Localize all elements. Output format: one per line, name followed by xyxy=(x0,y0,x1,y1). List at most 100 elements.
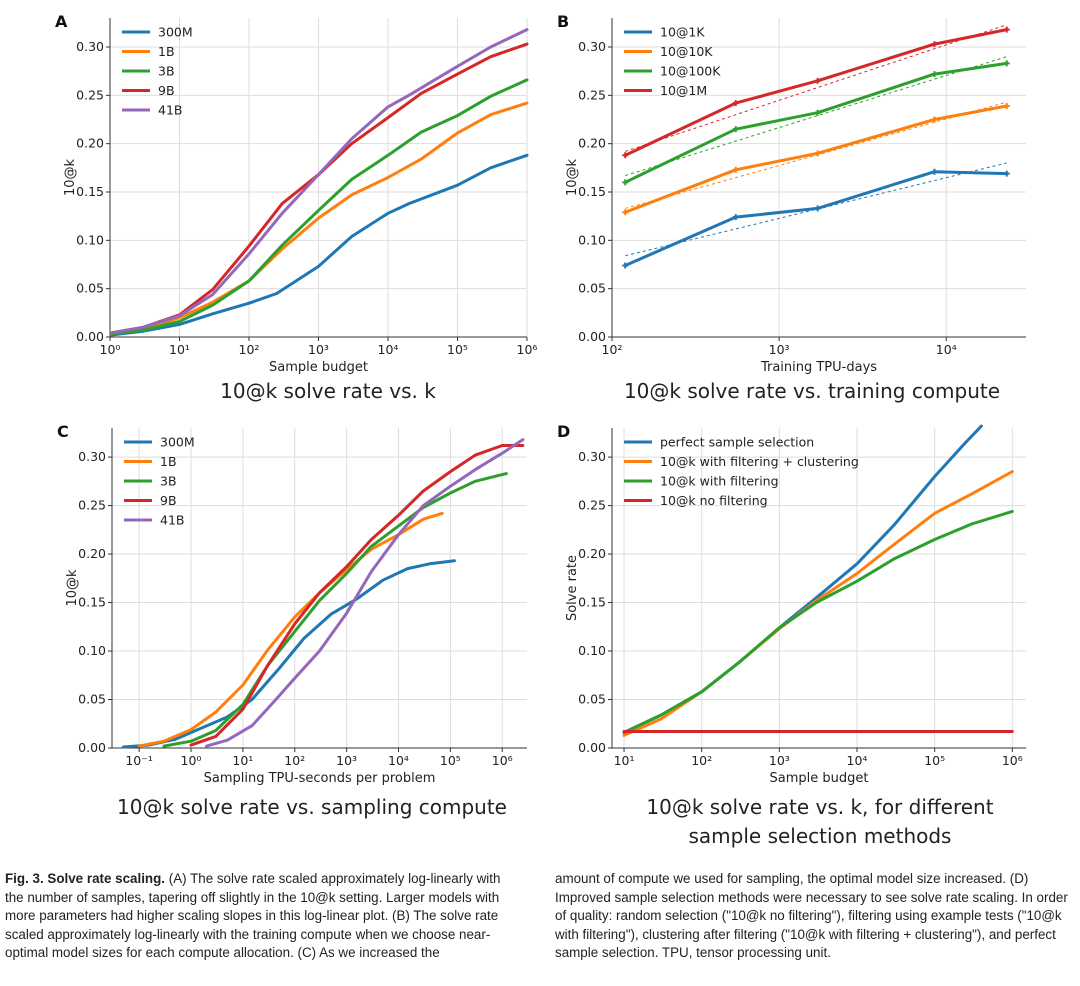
legend-label: 10@k no filtering xyxy=(660,493,768,508)
caption-right-text: amount of compute we used for sampling, … xyxy=(555,871,1068,961)
panel-letter: D xyxy=(557,422,570,441)
y-tick-label: 0.25 xyxy=(78,498,106,513)
data-marker xyxy=(1003,102,1010,109)
y-tick-label: 0.05 xyxy=(78,692,106,707)
legend-label: 41B xyxy=(158,103,182,118)
x-tick-label: 10³ xyxy=(308,342,329,357)
legend: perfect sample selection 10@k with filter… xyxy=(624,435,859,508)
legend-label: 9B xyxy=(160,493,177,508)
data-marker xyxy=(622,209,629,216)
panel-title: 10@k solve rate vs. sampling compute xyxy=(117,795,507,819)
data-marker xyxy=(814,150,821,157)
legend-label: 3B xyxy=(158,64,175,79)
legend-label: 10@1K xyxy=(660,25,705,40)
y-tick-label: 0.15 xyxy=(578,184,606,199)
x-tick-label: 10⁶ xyxy=(517,342,538,357)
panel-letter: C xyxy=(57,422,69,441)
y-tick-label: 0.20 xyxy=(76,136,104,151)
legend-label: 10@10K xyxy=(660,44,713,59)
caption-left: Fig. 3. Solve rate scaling. (A) The solv… xyxy=(5,870,505,963)
x-tick-label: 10⁻¹ xyxy=(125,753,153,768)
x-tick-label: 10⁵ xyxy=(924,753,945,768)
x-tick-label: 10⁴ xyxy=(388,753,409,768)
y-tick-label: 0.05 xyxy=(578,692,606,707)
y-axis-label: Solve rate xyxy=(565,555,580,621)
x-tick-label: 10³ xyxy=(769,342,790,357)
legend: 10@1K 10@10K 10@100K 10@1M xyxy=(624,25,721,98)
series-line xyxy=(189,444,525,747)
y-tick-label: 0.10 xyxy=(578,232,606,247)
x-tick-label: 10² xyxy=(239,342,260,357)
panel-title: 10@k solve rate vs. k, for different xyxy=(646,795,993,819)
series-line xyxy=(622,509,1014,734)
y-tick-label: 0.05 xyxy=(578,281,606,296)
series-line xyxy=(622,424,983,734)
x-tick-label: 10³ xyxy=(769,753,790,768)
fit-line xyxy=(625,101,1007,209)
legend-label: 300M xyxy=(160,435,195,450)
panel-a: 10⁰ 10¹ 10² 10³ 10⁴ 10⁵ 10⁶ 0.00 0.05 0.10 0.15 0.2… xyxy=(55,12,537,403)
x-tick-label: 10⁴ xyxy=(936,342,957,357)
y-tick-label: 0.30 xyxy=(578,39,606,54)
series-line xyxy=(205,438,525,748)
caption-left-text: (A) The solve rate scaled approximately … xyxy=(5,871,501,961)
y-tick-label: 0.30 xyxy=(578,449,606,464)
y-tick-label: 0.15 xyxy=(578,595,606,610)
y-tick-label: 0.10 xyxy=(578,643,606,658)
legend-label: perfect sample selection xyxy=(660,435,814,450)
data-marker xyxy=(1003,170,1010,177)
series-line xyxy=(110,153,529,337)
caption-figure-label: Fig. 3. Solve rate scaling. xyxy=(5,871,166,886)
data-marker xyxy=(931,71,938,78)
legend: 300M 1B 3B 9B 41B xyxy=(124,435,195,528)
series-line xyxy=(110,28,529,335)
legend-label: 10@100K xyxy=(660,64,721,79)
data-marker xyxy=(814,77,821,84)
x-axis-label: Sampling TPU-seconds per problem xyxy=(204,771,436,786)
y-tick-label: 0.00 xyxy=(578,329,606,344)
panel-title: 10@k solve rate vs. k xyxy=(220,379,436,403)
figure-canvas: 10⁰ 10¹ 10² 10³ 10⁴ 10⁵ 10⁶ 0.00 0.05 0.10 0.15 0.2… xyxy=(55,12,1026,848)
x-tick-label: 10⁶ xyxy=(1002,753,1023,768)
fit-line xyxy=(625,24,1007,152)
y-tick-label: 0.05 xyxy=(76,281,104,296)
data-marker xyxy=(814,109,821,116)
y-tick-label: 0.00 xyxy=(76,329,104,344)
y-tick-label: 0.20 xyxy=(578,546,606,561)
y-tick-label: 0.20 xyxy=(78,546,106,561)
data-marker xyxy=(931,168,938,175)
y-axis-label: 10@k xyxy=(63,158,78,196)
data-marker xyxy=(732,166,739,173)
legend-label: 10@1M xyxy=(660,83,707,98)
x-tick-label: 10¹ xyxy=(614,753,635,768)
data-marker xyxy=(732,100,739,107)
series-line xyxy=(162,472,508,748)
y-tick-label: 0.10 xyxy=(76,232,104,247)
data-marker xyxy=(622,152,629,159)
x-tick-label: 10⁵ xyxy=(447,342,468,357)
legend-label: 41B xyxy=(160,513,184,528)
legend-label: 3B xyxy=(160,474,177,489)
x-tick-label: 10² xyxy=(602,342,623,357)
x-axis-label: Sample budget xyxy=(269,360,368,375)
panel-title: sample selection methods xyxy=(689,824,952,848)
y-tick-label: 0.15 xyxy=(78,595,106,610)
data-marker xyxy=(931,41,938,48)
legend-label: 10@k with filtering + clustering xyxy=(660,454,859,469)
legend-label: 10@k with filtering xyxy=(660,474,779,489)
fit-line xyxy=(625,56,1007,177)
y-tick-label: 0.25 xyxy=(578,498,606,513)
series-line xyxy=(623,104,1009,214)
panel-b: 10² 10³ 10⁴ 0.00 0.05 0.10 0.15 0.20 0.25 0.30 Tra… xyxy=(557,12,1026,403)
data-marker xyxy=(814,205,821,212)
x-tick-label: 10² xyxy=(284,753,305,768)
x-tick-label: 10³ xyxy=(336,753,357,768)
x-tick-label: 10¹ xyxy=(169,342,190,357)
y-tick-label: 0.25 xyxy=(578,87,606,102)
y-tick-label: 0.20 xyxy=(578,136,606,151)
x-tick-label: 10⁶ xyxy=(492,753,513,768)
panel-title: 10@k solve rate vs. training compute xyxy=(624,379,1000,403)
data-marker xyxy=(622,179,629,186)
y-tick-label: 0.10 xyxy=(78,643,106,658)
panel-c: 10⁻¹ 10⁰ 10¹ 10² 10³ 10⁴ 10⁵ 10⁶ 0.00 0.05 0.10 0.1… xyxy=(57,422,527,819)
